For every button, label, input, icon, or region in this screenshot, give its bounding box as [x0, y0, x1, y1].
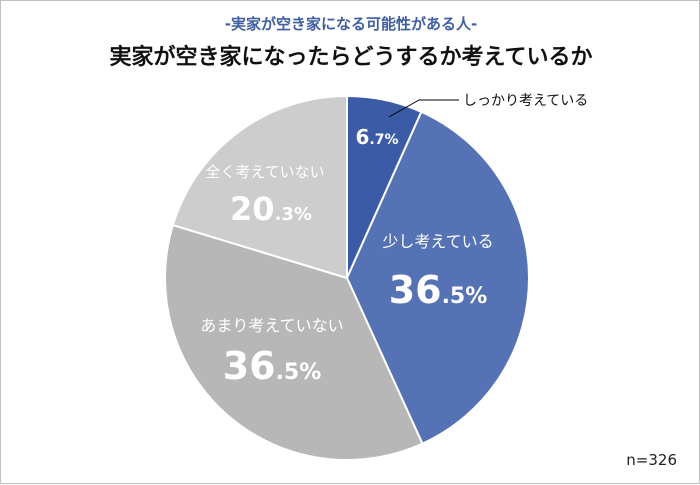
slice-name-2: 少し考えている — [382, 232, 493, 251]
slice-value-4: 20.3% — [230, 190, 312, 228]
sample-size-label: n=326 — [626, 451, 677, 469]
pie-slice-2 — [345, 110, 530, 445]
chart-title: 実家が空き家になったらどうするか考えているか — [109, 45, 593, 70]
callout-line — [388, 99, 459, 118]
pie-slice-3 — [164, 223, 424, 461]
slice-name-3: あまり考えていない — [200, 316, 343, 335]
chart-subtitle: -実家が空き家になる可能性がある人- — [224, 15, 478, 33]
slice-value-3: 36.5% — [223, 344, 322, 388]
slice-name-4: 全く考えていない — [205, 163, 324, 181]
slice-name-1: しっかり考えている — [463, 93, 588, 109]
pie-slice-4 — [171, 94, 348, 280]
slice-value-1: 6.7% — [355, 125, 398, 149]
slice-value-2: 36.5% — [389, 268, 488, 312]
